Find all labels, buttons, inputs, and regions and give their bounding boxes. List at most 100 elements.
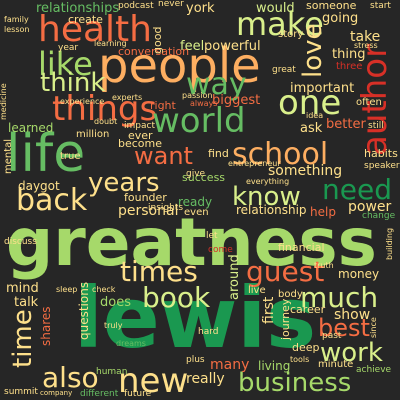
word-conversation: conversation bbox=[118, 45, 190, 58]
word-ask: ask bbox=[300, 121, 323, 136]
word-podcast: podcast bbox=[118, 1, 154, 11]
word-first: first bbox=[261, 296, 277, 324]
word-take: take bbox=[350, 29, 381, 45]
word-people: people bbox=[98, 38, 261, 94]
word-create: create bbox=[68, 13, 103, 26]
word-book: book bbox=[142, 281, 211, 314]
word-really: really bbox=[186, 371, 225, 387]
word-founder: founder bbox=[124, 191, 167, 204]
word-body: body bbox=[278, 289, 303, 300]
word-truly: truly bbox=[104, 321, 123, 330]
word-find: find bbox=[208, 147, 229, 160]
word-passion: passion bbox=[182, 91, 213, 100]
word-become: become bbox=[118, 137, 163, 150]
word-success: success bbox=[182, 171, 226, 184]
word-let: let bbox=[206, 231, 218, 241]
word-like: like bbox=[38, 45, 93, 83]
word-know: know bbox=[232, 182, 301, 212]
word-work: work bbox=[320, 338, 383, 368]
word-thing: thing bbox=[332, 47, 366, 62]
word-back: back bbox=[16, 183, 88, 218]
word-guest: guest bbox=[246, 255, 325, 288]
word-right: right bbox=[150, 99, 176, 112]
word-mind: mind bbox=[6, 281, 39, 296]
word-medicine: medicine bbox=[0, 83, 8, 120]
word-questions: questions bbox=[77, 281, 91, 340]
word-many: many bbox=[210, 357, 250, 373]
word-also: also bbox=[42, 361, 99, 394]
word-does: does bbox=[100, 295, 131, 310]
word-shares: shares bbox=[39, 306, 53, 346]
word-better: better bbox=[326, 117, 366, 132]
word-achieve: achieve bbox=[356, 365, 392, 375]
word-discuss: discuss bbox=[4, 237, 37, 247]
word-great: great bbox=[272, 65, 296, 75]
word-would: would bbox=[256, 1, 295, 16]
word-experts: experts bbox=[112, 93, 143, 102]
word-feel: feel bbox=[180, 39, 205, 54]
word-lewis: lewis bbox=[74, 269, 317, 367]
word-million: million bbox=[76, 129, 110, 140]
word-best: best bbox=[318, 314, 370, 342]
word-experience: experience bbox=[60, 97, 105, 106]
word-human: human bbox=[96, 367, 128, 377]
word-future: future bbox=[124, 389, 152, 399]
word-never: never bbox=[158, 0, 184, 9]
word-years: years bbox=[88, 168, 160, 198]
word-plus: plus bbox=[186, 355, 205, 365]
word-got: got bbox=[40, 179, 60, 193]
word-day: day bbox=[18, 179, 41, 193]
word-power: power bbox=[348, 199, 392, 215]
word-learned: learned bbox=[8, 121, 54, 135]
word-tools: tools bbox=[290, 355, 310, 364]
word-talk: talk bbox=[14, 295, 39, 310]
word-relationships: relationships bbox=[36, 1, 120, 16]
word-insights: insights bbox=[148, 203, 184, 213]
word-ever: ever bbox=[128, 129, 153, 142]
word-building: building bbox=[385, 227, 394, 260]
word-doubt: doubt bbox=[94, 117, 118, 126]
word-speaker: speaker bbox=[364, 161, 400, 171]
word-still: still bbox=[368, 121, 384, 131]
word-business: business bbox=[238, 368, 352, 398]
word-entrepreneur: entrepreneur bbox=[228, 159, 281, 168]
word-new: new bbox=[118, 361, 189, 400]
word-want: want bbox=[134, 142, 193, 170]
word-career: career bbox=[290, 303, 326, 316]
word-deep: deep bbox=[292, 341, 320, 354]
word-think: think bbox=[40, 68, 106, 98]
word-ready: ready bbox=[178, 195, 213, 209]
word-three: three bbox=[336, 61, 363, 72]
word-someone: someone bbox=[306, 0, 357, 12]
word-time: time bbox=[8, 309, 38, 368]
word-company: company bbox=[40, 389, 73, 397]
word-make: make bbox=[236, 5, 324, 43]
word-change: change bbox=[362, 211, 396, 221]
word-way: way bbox=[186, 67, 247, 102]
word-family: family bbox=[4, 15, 29, 24]
word-personal: personal bbox=[118, 203, 179, 219]
word-university: since bbox=[369, 317, 378, 338]
word-important: important bbox=[290, 81, 355, 96]
word-things: things bbox=[52, 89, 158, 129]
word-truth: truth bbox=[314, 261, 334, 270]
word-money: money bbox=[338, 267, 380, 281]
word-world: world bbox=[152, 101, 246, 141]
word-stress: stress bbox=[354, 41, 378, 50]
word-going: going bbox=[322, 11, 359, 26]
word-times: times bbox=[120, 255, 198, 288]
word-minute: minute bbox=[318, 359, 354, 370]
word-habits: habits bbox=[364, 147, 398, 160]
word-health: health bbox=[38, 9, 152, 50]
word-biggest: biggest bbox=[212, 93, 261, 108]
word-much: much bbox=[300, 281, 379, 314]
word-mental: mental bbox=[3, 138, 14, 174]
word-powerful: powerful bbox=[204, 39, 261, 54]
word-check: check bbox=[92, 285, 116, 294]
word-even: even bbox=[184, 207, 209, 218]
word-relationship: relationship bbox=[236, 203, 307, 217]
word-help: help bbox=[310, 205, 336, 219]
word-impact: impact bbox=[124, 121, 155, 131]
word-love: love bbox=[298, 23, 328, 78]
word-live: live bbox=[248, 285, 266, 296]
